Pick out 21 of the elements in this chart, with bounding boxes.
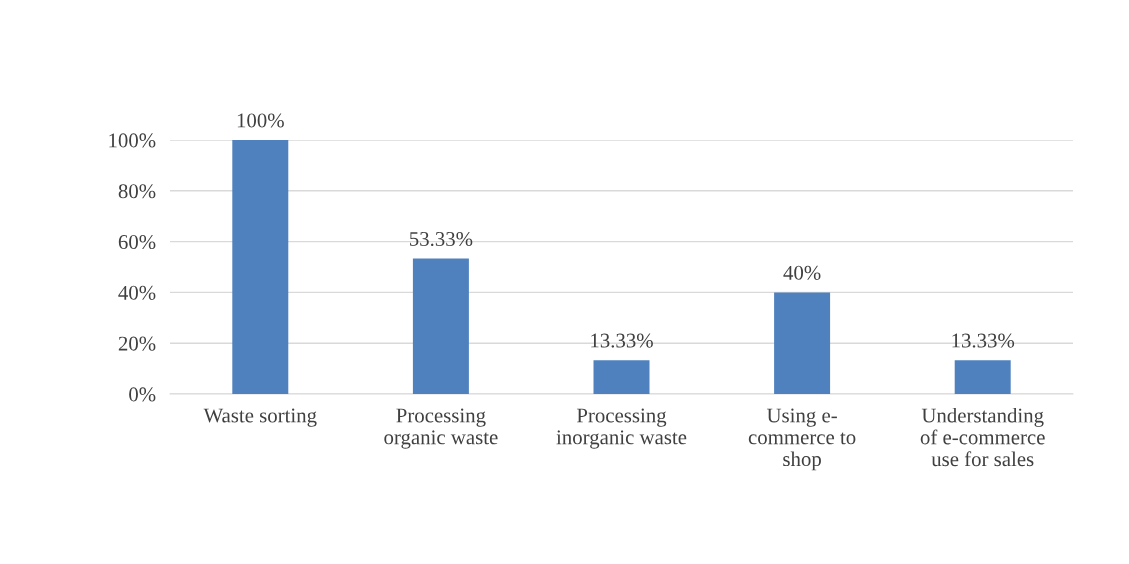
data-label: 13.33% bbox=[591, 333, 653, 348]
data-label: 100% bbox=[237, 113, 284, 128]
y-tick-label: 60% bbox=[118, 234, 156, 250]
x-tick-label: Using e- commerce to shop bbox=[748, 408, 856, 471]
y-tick-label: 100% bbox=[109, 133, 156, 148]
data-label: 53.33% bbox=[410, 231, 473, 247]
x-tick-label: Waste sorting bbox=[203, 408, 317, 427]
data-label: 13.33% bbox=[952, 333, 1015, 348]
bar bbox=[593, 360, 650, 394]
y-tick-label: 20% bbox=[118, 336, 156, 351]
bar bbox=[232, 140, 289, 394]
x-tick-label: Understanding of e-commerce use for sales bbox=[920, 407, 1045, 467]
y-tick-label: 40% bbox=[118, 285, 156, 300]
data-label: 40% bbox=[783, 265, 821, 280]
y-tick-label: 80% bbox=[118, 184, 156, 199]
bar bbox=[954, 360, 1011, 394]
x-tick-label: Processing inorganic waste bbox=[556, 408, 687, 449]
bar bbox=[412, 258, 469, 394]
y-tick-label: 0% bbox=[129, 387, 156, 402]
x-tick-label: Processing organic waste bbox=[384, 408, 498, 449]
bar bbox=[774, 292, 831, 394]
